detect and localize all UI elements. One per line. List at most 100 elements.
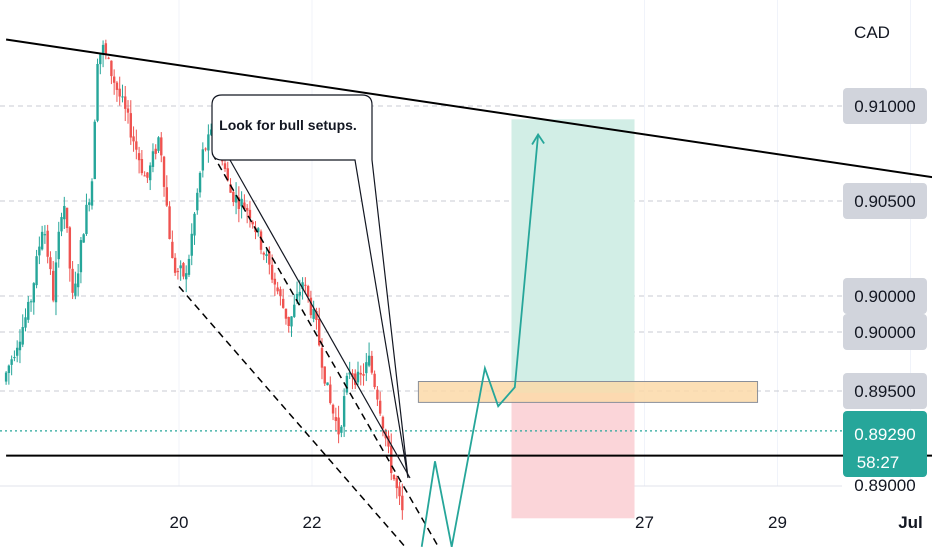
candle [154,144,157,160]
price-tag-label: 0.90000 [854,323,915,342]
candle [201,142,205,178]
candle-body [90,181,94,206]
candle-body [96,63,99,121]
candle-body [262,252,265,255]
candle [90,178,94,210]
candle-body [85,204,88,234]
time-tick-label: 20 [170,513,189,532]
candle [245,204,249,224]
candle-body [337,417,340,435]
candle [135,129,138,160]
candle-body [318,318,321,346]
candle [132,126,135,152]
candle [115,80,119,102]
upper-trendline [5,38,932,179]
candle-body [201,149,205,171]
candle [137,146,141,174]
price-tag-bg [843,373,927,409]
candle-body [93,121,96,180]
price-tag-label: 0.90000 [854,287,915,306]
candle-body [270,264,274,280]
candle-body [196,192,199,211]
candle-body [320,348,324,368]
price-tag-partial: 0.89000 [854,476,915,495]
candle-body [365,362,368,374]
candle [179,260,182,281]
countdown-label: 58:27 [857,453,900,472]
candle [306,284,310,303]
candle [32,282,36,315]
candle [251,220,254,229]
candle-body [46,230,49,257]
candle-body [179,265,182,269]
candle-body [237,197,241,209]
candle-body [367,355,371,366]
channel-lower-dashed [178,286,406,548]
candle [345,372,349,395]
candlestick-series [4,39,404,520]
candle [190,223,193,266]
candle-body [126,108,130,113]
candle [85,193,88,236]
candle [273,272,277,297]
candle [326,382,329,386]
candle [76,264,80,297]
candle-body [257,228,260,232]
candle [52,261,55,303]
candle [126,100,130,124]
candle [398,481,401,506]
candle [196,188,199,215]
candle-body [301,282,304,290]
candle-body [176,271,180,273]
candle [329,376,332,405]
candle [304,277,307,293]
candle [15,340,19,363]
candle-body [287,316,290,326]
candle-body [63,205,66,220]
candle [40,225,44,251]
candle [38,236,41,265]
candle-body [284,308,288,319]
candle-body [132,136,135,142]
candle [356,361,360,386]
candle [312,300,315,323]
candle-body [354,373,357,385]
candle-body [112,76,116,83]
candle-body [124,96,127,109]
candle-body [49,257,52,270]
time-scale[interactable]: 20 22 27 29 Jul [170,513,923,532]
time-tick-label: 29 [768,513,787,532]
candle-body [160,137,163,156]
candle [293,294,296,319]
candle [162,155,166,197]
candle [198,171,202,198]
candle [63,196,66,230]
candle-body [309,297,313,316]
candle-body [243,202,246,210]
candle [265,248,268,263]
profit-zone [511,119,635,393]
candle-body [229,184,232,193]
candle-body [226,168,229,181]
candle-body [279,289,282,296]
candle [309,290,313,319]
candle-body [101,44,105,55]
annotation-callout[interactable]: Look for bull setups. [211,94,411,479]
candle-body [265,254,268,257]
candle-body [171,241,174,259]
candle-body [121,96,124,98]
candle [176,268,180,280]
candle-body [157,137,160,151]
current-price-bg [843,411,927,477]
candle-body [71,268,74,293]
candle [232,190,235,207]
candle-body [110,60,113,77]
candle-body [24,317,27,328]
candle [43,225,47,244]
price-scale[interactable]: CAD 0.91000 0.90500 0.90000 0.90000 0.89500 0… [843,23,927,495]
candle-body [82,234,85,243]
candle-body [182,263,185,277]
candle [337,405,340,444]
candle [270,254,274,284]
